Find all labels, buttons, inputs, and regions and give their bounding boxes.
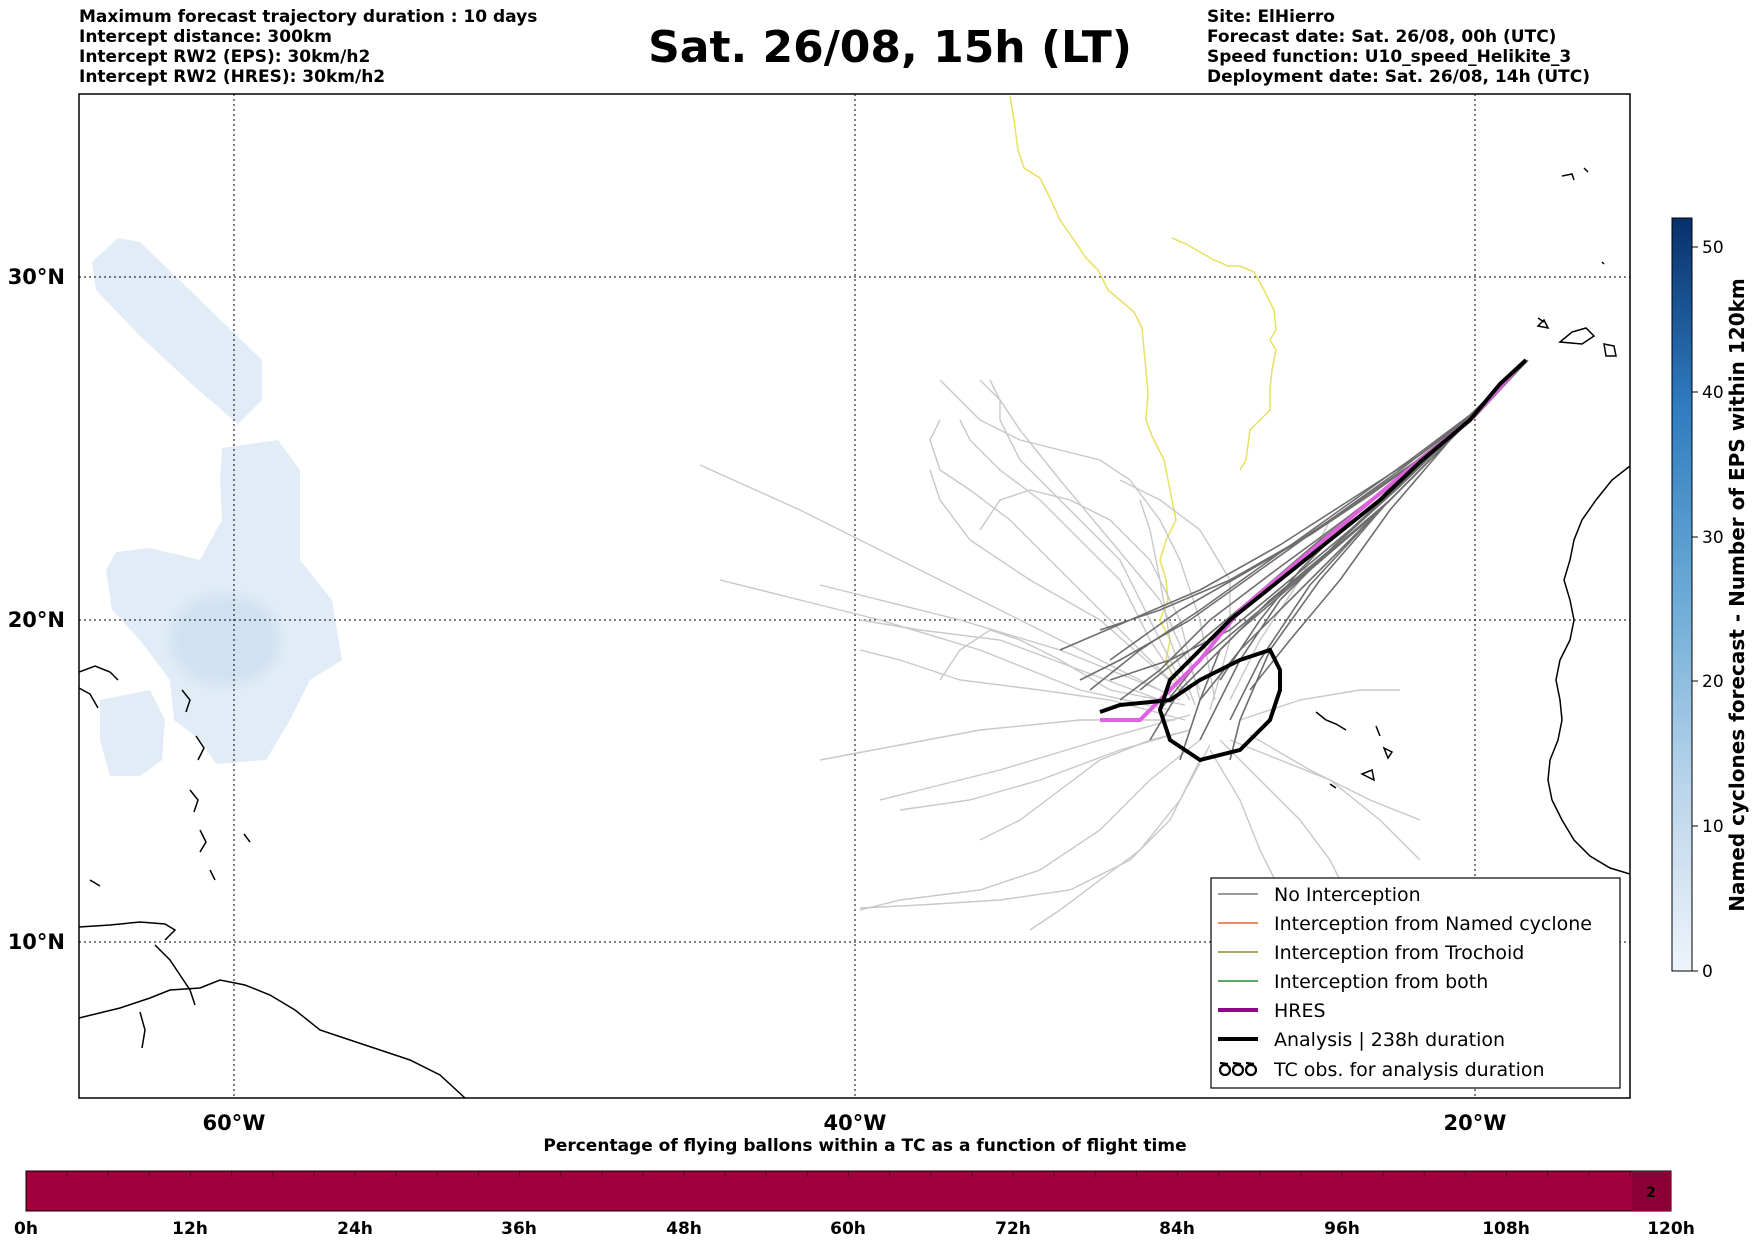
flight-time-bar: 2 0h 12h 24h 36h 48h 60h 72h 84h 96h 108… <box>14 1170 1695 1239</box>
flight-tick-12h: 12h <box>172 1219 208 1239</box>
flight-tick-24h: 24h <box>337 1219 373 1239</box>
forecast-date-text: Forecast date: Sat. 26/08, 00h (UTC) <box>1207 27 1557 47</box>
flight-tick-36h: 36h <box>501 1219 537 1239</box>
tc-tracks <box>1009 95 1277 691</box>
flight-bar-end-value: 2 <box>1646 1185 1656 1201</box>
axis-labels: 60°W 40°W 20°W 30°N 20°N 10°N <box>8 265 1507 1135</box>
speed-function-text: Speed function: U10_speed_Helikite_3 <box>1207 47 1572 67</box>
flight-tick-108h: 108h <box>1482 1219 1530 1239</box>
colorbar-tick-10: 10 <box>1702 817 1724 837</box>
legend-hres: HRES <box>1274 1000 1326 1022</box>
legend-analysis: Analysis | 238h duration <box>1274 1029 1505 1051</box>
flight-tick-0h: 0h <box>14 1219 38 1239</box>
site-text: Site: ElHierro <box>1207 7 1335 27</box>
legend: No Interception Interception from Named … <box>1210 877 1621 1089</box>
max-duration-text: Maximum forecast trajectory duration : 1… <box>79 7 538 27</box>
flight-tick-84h: 84h <box>1159 1219 1195 1239</box>
tc-symbol-icon <box>1218 1061 1258 1077</box>
intercept-hres-text: Intercept RW2 (HRES): 30km/h2 <box>79 67 386 87</box>
flight-tick-60h: 60h <box>830 1219 866 1239</box>
flight-tick-48h: 48h <box>666 1219 702 1239</box>
header-right-info: Site: ElHierro Forecast date: Sat. 26/08… <box>1207 7 1590 87</box>
intercept-distance-text: Intercept distance: 300km <box>79 27 332 47</box>
flight-tick-96h: 96h <box>1324 1219 1360 1239</box>
lon-label-40w: 40°W <box>824 1111 887 1135</box>
flight-bar-title: Percentage of flying ballons within a TC… <box>543 1136 1187 1156</box>
header-left-info: Maximum forecast trajectory duration : 1… <box>79 7 537 87</box>
flight-tick-120h: 120h <box>1647 1219 1695 1239</box>
flight-tick-72h: 72h <box>995 1219 1031 1239</box>
legend-both: Interception from both <box>1274 971 1488 993</box>
colorbar-tick-40: 40 <box>1702 383 1724 403</box>
colorbar: 0 10 20 30 40 50 Named cyclones forecast… <box>1671 217 1749 982</box>
intercept-eps-text: Intercept RW2 (EPS): 30km/h2 <box>79 47 371 67</box>
analysis-trajectory <box>1099 358 1528 763</box>
colorbar-label: Named cyclones forecast - Number of EPS … <box>1725 278 1749 912</box>
lon-label-20w: 20°W <box>1444 1111 1507 1135</box>
page-title: Sat. 26/08, 15h (LT) <box>648 22 1132 73</box>
map-frame <box>78 93 1631 1099</box>
coastlines <box>79 167 1630 1098</box>
lat-label-20n: 20°N <box>8 608 65 632</box>
colorbar-tick-20: 20 <box>1702 672 1724 692</box>
lat-label-10n: 10°N <box>8 930 65 954</box>
lat-label-30n: 30°N <box>8 265 65 289</box>
colorbar-tick-30: 30 <box>1702 528 1724 548</box>
lon-label-60w: 60°W <box>203 1111 266 1135</box>
colorbar-tick-50: 50 <box>1702 238 1724 258</box>
legend-no-interception: No Interception <box>1274 884 1421 906</box>
cyclone-density-core <box>170 595 280 685</box>
legend-named-cyclone: Interception from Named cyclone <box>1274 913 1592 935</box>
legend-trochoid: Interception from Trochoid <box>1274 942 1524 964</box>
deployment-date-text: Deployment date: Sat. 26/08, 14h (UTC) <box>1207 67 1591 87</box>
colorbar-tick-0: 0 <box>1702 962 1713 982</box>
legend-tc-obs: TC obs. for analysis duration <box>1273 1059 1545 1081</box>
